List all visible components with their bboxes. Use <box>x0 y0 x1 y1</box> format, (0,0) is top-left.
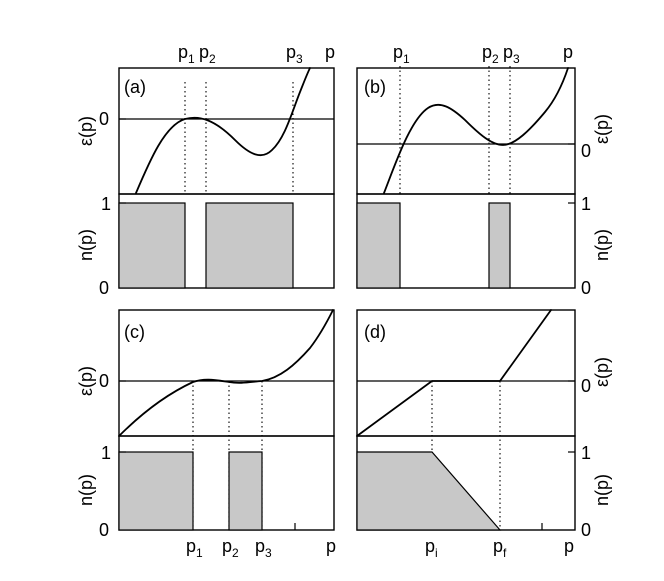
panel-a-axis-p: p <box>325 42 335 62</box>
panel-c-eps-axis-label: ε(p) <box>76 366 96 396</box>
panel-b-tag: (b) <box>364 77 386 97</box>
panel-a-occupied-block-2 <box>205 202 294 289</box>
panel-a-p3-label: p3 <box>286 42 303 66</box>
panel-a-tag: (a) <box>124 77 146 97</box>
panel-b-p2-label: p2 <box>482 42 499 66</box>
panel-d: (d) pi pf p 0 1 0 ε(p) n(p) <box>356 309 612 560</box>
panel-b-p1-label: p1 <box>393 42 410 66</box>
panel-b-occupied-block-2 <box>488 202 511 289</box>
panel-b-eps-axis-label: ε(p) <box>592 114 612 144</box>
panel-c-axis-p: p <box>326 536 336 556</box>
panel-c-p1-label: p1 <box>186 536 203 560</box>
panel-d-tag: (d) <box>364 322 386 342</box>
panel-b-n-zero-label: 0 <box>581 278 591 298</box>
panel-b-axis-p: p <box>563 42 573 62</box>
panel-d-pi-label: pi <box>425 536 438 560</box>
panel-b-one-label: 1 <box>581 194 591 214</box>
panel-c-n-axis-label: n(p) <box>76 474 96 506</box>
panel-a-p2-label: p2 <box>199 42 216 66</box>
panel-d-n-zero-label: 0 <box>581 520 591 540</box>
panel-d-energy-frame <box>356 309 576 437</box>
panel-b-occupied-block-1 <box>356 202 401 289</box>
panel-c-dispersion-curve <box>118 309 334 437</box>
panel-b-n-axis-label: n(p) <box>592 229 612 261</box>
panel-a-n-axis-label: n(p) <box>76 229 96 261</box>
panel-c-p2-label: p2 <box>222 536 239 560</box>
panel-b-zero-label: 0 <box>581 141 591 161</box>
panel-a-n-zero-label: 0 <box>99 278 109 298</box>
panel-c-p3-label: p3 <box>255 536 272 560</box>
panel-c-tag: (c) <box>124 322 145 342</box>
panel-b-p3-label: p3 <box>503 42 520 66</box>
panel-b-energy-frame <box>356 67 576 195</box>
panel-c-one-label: 1 <box>101 443 111 463</box>
panel-d-n-axis-label: n(p) <box>592 474 612 506</box>
panel-d-one-label: 1 <box>581 443 591 463</box>
panel-b: (b) p1 p2 p3 p 0 1 0 ε(p) n(p) <box>356 42 612 298</box>
panel-d-zero-label: 0 <box>581 376 591 396</box>
panel-d-eps-axis-label: ε(p) <box>592 357 612 387</box>
panel-a: (a) p1 p2 p3 p 0 1 0 ε(p) n(p) <box>76 42 335 298</box>
panel-a-p1-label: p1 <box>178 42 195 66</box>
panel-c-n-zero-label: 0 <box>99 520 109 540</box>
panel-a-one-label: 1 <box>101 194 111 214</box>
panel-d-dispersion-curve <box>356 309 552 437</box>
panel-d-pf-label: pf <box>493 536 507 560</box>
panel-a-zero-label: 0 <box>99 109 109 129</box>
panel-c-zero-label: 0 <box>99 371 109 391</box>
panel-c: (c) p1 p2 p3 p 0 1 0 ε(p) n(p) <box>76 309 336 560</box>
panel-b-dispersion-curve <box>383 67 569 194</box>
panel-c-occupied-block-1 <box>118 451 194 531</box>
panel-a-eps-axis-label: ε(p) <box>76 116 96 146</box>
panel-c-energy-frame <box>118 309 335 437</box>
panel-d-occupied-region <box>356 451 502 531</box>
panel-a-occupied-block-1 <box>118 202 186 289</box>
panel-a-dispersion-curve <box>135 67 311 194</box>
panel-d-axis-p: p <box>564 536 574 556</box>
panel-c-occupied-block-2 <box>228 451 263 531</box>
